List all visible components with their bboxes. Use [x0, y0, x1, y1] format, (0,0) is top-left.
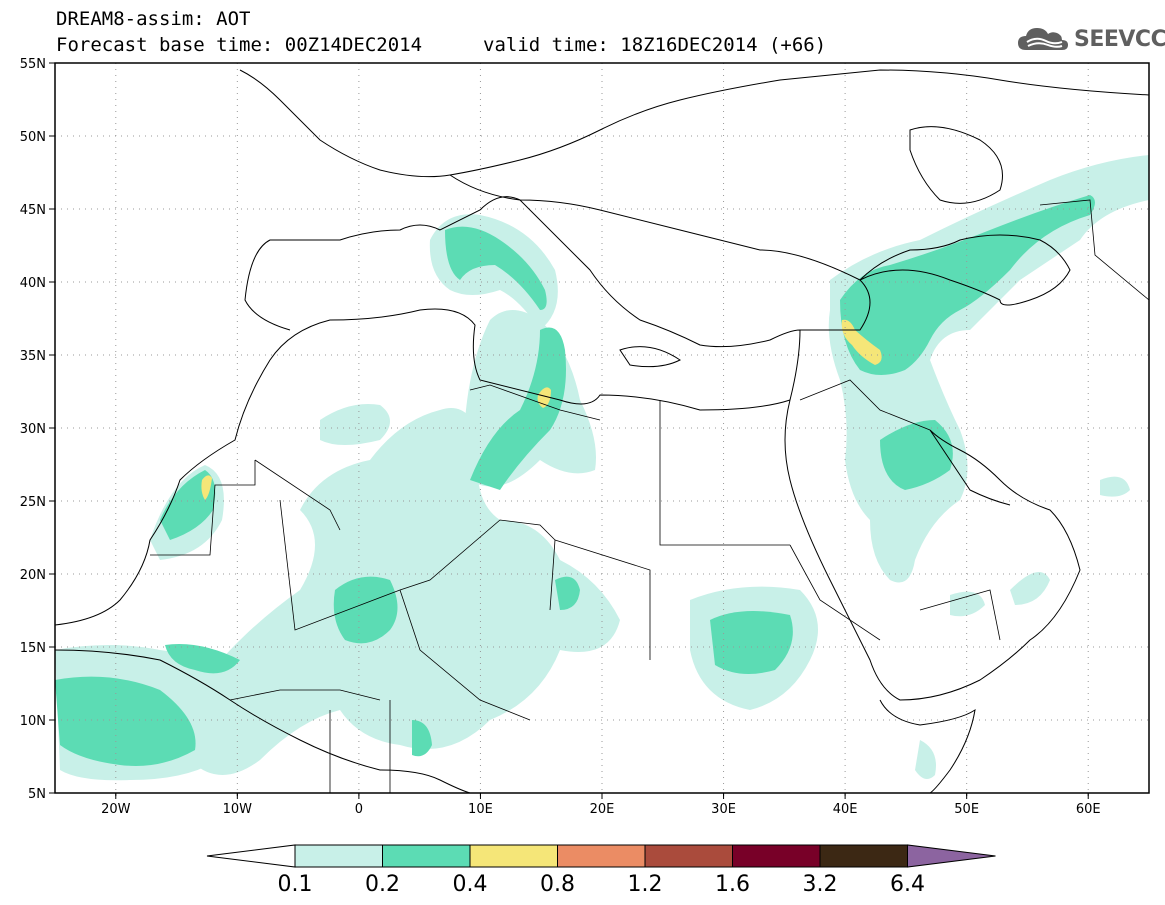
latitude-labels: 55N 50N 45N 40N 35N 30N 25N 20N 15N 10N 5N: [20, 57, 46, 802]
colorbar-swatch: [644, 844, 733, 868]
logo-text: SEEVCCC: [1074, 26, 1165, 52]
colorbar-label: 6.4: [890, 872, 925, 897]
colorbar-swatch: [557, 844, 646, 868]
colorbar-swatch: [732, 844, 821, 868]
graticule: [55, 63, 1149, 793]
lat-label: 40N: [20, 276, 46, 291]
lat-label: 10N: [20, 714, 46, 729]
lat-label: 25N: [20, 495, 46, 510]
cloud-icon: [1018, 28, 1068, 50]
colorbar-label: 0.1: [278, 872, 313, 897]
colorbar-label: 0.8: [540, 872, 575, 897]
colorbar-label: 0.2: [365, 872, 400, 897]
coastlines: [55, 69, 1149, 793]
lat-label: 50N: [20, 130, 46, 145]
lon-label: 60E: [1076, 802, 1101, 817]
lat-label: 20N: [20, 568, 46, 583]
valid-time: valid time: 18Z16DEC2014 (+66): [483, 34, 827, 56]
lon-label: 20W: [101, 802, 131, 817]
colorbar-swatch: [294, 844, 383, 868]
colorbar-swatch: [382, 844, 471, 868]
colorbar-swatch: [469, 844, 558, 868]
colorbar-label: 1.2: [628, 872, 663, 897]
axis-ticks: [49, 62, 1089, 799]
lat-label: 15N: [20, 641, 46, 656]
colorbar-label: 0.4: [453, 872, 488, 897]
lon-label: 20E: [590, 802, 615, 817]
seevccc-logo: SEEVCCC: [1016, 22, 1165, 56]
lon-label: 50E: [954, 802, 979, 817]
lon-label: 10E: [468, 802, 493, 817]
forecast-base-time: Forecast base time: 00Z14DEC2014: [56, 34, 423, 56]
lon-label: 0: [355, 802, 363, 817]
lat-label: 55N: [20, 57, 46, 72]
colorbar-swatch: [819, 844, 908, 868]
colorbar-label: 3.2: [803, 872, 838, 897]
colorbar-max-arrow: [907, 844, 996, 868]
lon-label: 40E: [833, 802, 858, 817]
lon-label: 30E: [711, 802, 736, 817]
aot-shading-mid: [55, 195, 1095, 766]
map-title: DREAM8-assim: AOT: [56, 8, 251, 30]
lat-label: 45N: [20, 203, 46, 218]
longitude-labels: 20W 10W 0 10E 20E 30E 40E 50E 60E: [101, 802, 1101, 817]
colorbar-label: 1.6: [715, 872, 750, 897]
lat-label: 5N: [28, 787, 46, 802]
lat-label: 35N: [20, 349, 46, 364]
lat-label: 30N: [20, 422, 46, 437]
lon-label: 10W: [223, 802, 253, 817]
colorbar-min-arrow: [206, 844, 296, 868]
country-borders: [150, 199, 1149, 793]
